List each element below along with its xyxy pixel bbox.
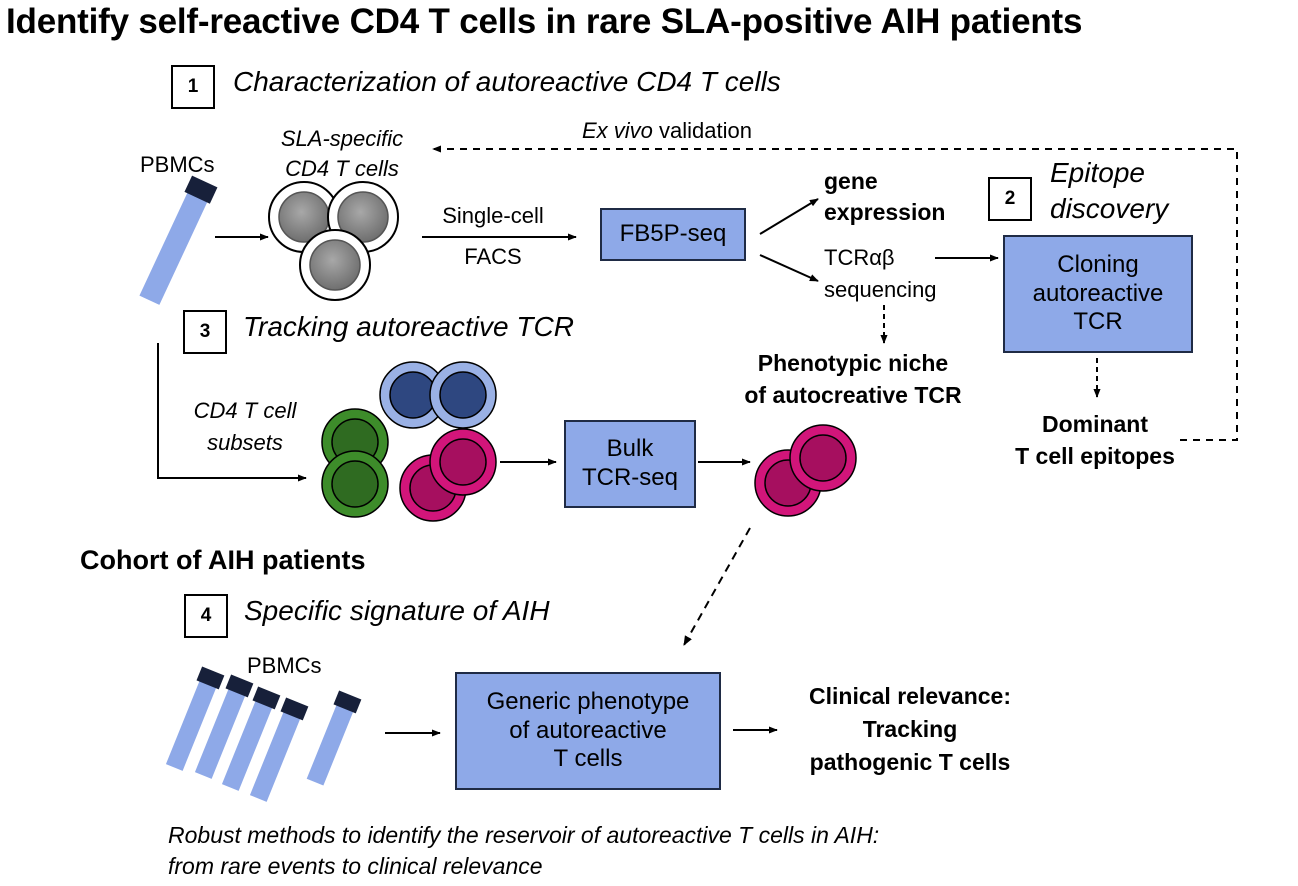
step-1-heading: Characterization of autoreactive CD4 T c… <box>233 66 781 97</box>
step-number-2: 2 <box>988 177 1032 221</box>
pbmcs-bottom-label: PBMCs <box>247 653 322 678</box>
gene-expression-line1: gene <box>824 168 878 194</box>
arrow-icon <box>157 343 307 482</box>
step-number-1: 1 <box>171 65 215 109</box>
test-tube-icon <box>221 686 281 791</box>
dominant-epitopes-line2: T cell epitopes <box>1015 443 1175 469</box>
tcr-sequencing-line1: TCRαβ <box>824 245 895 270</box>
test-tube-icon <box>165 666 225 771</box>
dashed-arrow-icon <box>432 145 1238 441</box>
cell-icon <box>321 408 389 518</box>
test-tube-icon <box>194 674 254 779</box>
phenotypic-niche-line2: of autocreative TCR <box>744 382 962 408</box>
bulk-line1: Bulk <box>606 435 654 463</box>
step-4-heading: Specific signature of AIH <box>244 595 550 626</box>
clinical-relevance-line1: Clinical relevance: <box>809 683 1011 709</box>
cloning-line1: Cloning <box>1057 250 1139 278</box>
generic-line1: Generic phenotype <box>486 687 690 715</box>
clinical-relevance-line2: Tracking <box>862 716 958 742</box>
test-tube-icon <box>139 175 218 305</box>
clinical-relevance-line3: pathogenic T cells <box>809 749 1011 775</box>
test-tube-icon <box>306 690 362 786</box>
arrow-icon <box>759 198 819 235</box>
step-2-heading-line1: Epitope <box>1050 157 1145 188</box>
ex-vivo-validation-label: Ex vivo validation <box>582 118 752 143</box>
cell-icon <box>399 428 497 522</box>
generic-line2: of autoreactive <box>509 716 667 744</box>
subsets-label-line1: CD4 T cell <box>193 398 297 423</box>
facs-label: FACS <box>464 244 522 269</box>
sla-specific-label-line1: SLA-specific <box>280 126 404 151</box>
cell-icon <box>379 361 497 429</box>
page-title: Identify self-reactive CD4 T cells in ra… <box>6 2 1083 41</box>
cloning-line3: TCR <box>1073 308 1123 336</box>
step-2-heading-line2: discovery <box>1050 193 1169 224</box>
cell-icon <box>754 424 857 517</box>
dominant-epitopes-line1: Dominant <box>1041 411 1149 437</box>
cell-icon <box>268 181 399 301</box>
phenotypic-niche-line1: Phenotypic niche <box>757 350 949 376</box>
dashed-arrow-icon <box>683 527 751 646</box>
ex-vivo-text: Ex vivo <box>582 118 653 143</box>
pbmcs-label: PBMCs <box>140 152 215 177</box>
subsets-label-line2: subsets <box>207 430 283 455</box>
test-tube-icon <box>249 697 309 802</box>
arrow-icon <box>759 254 819 282</box>
gene-expression-line2: expression <box>824 199 946 225</box>
generic-phenotype-box: Generic phenotype of autoreactive T cell… <box>455 672 721 790</box>
step-number-4: 4 <box>184 594 228 638</box>
footer-line2: from rare events to clinical relevance <box>168 853 543 879</box>
cloning-autoreactive-tcr-box: Cloning autoreactive TCR <box>1003 235 1193 353</box>
sla-specific-label-line2: CD4 T cells <box>285 156 399 181</box>
bulk-line2: TCR-seq <box>581 464 678 491</box>
cohort-heading: Cohort of AIH patients <box>80 545 366 575</box>
step-3-heading: Tracking autoreactive TCR <box>243 311 574 342</box>
tcr-sequencing-line2: sequencing <box>824 277 937 302</box>
step-number-3: 3 <box>183 310 227 354</box>
bulk-tcr-seq-box: Bulk TCR-seq <box>564 420 696 508</box>
fb5p-seq-box: FB5P-seq <box>600 208 746 261</box>
footer-line1: Robust methods to identify the reservoir… <box>168 822 880 848</box>
cloning-line2: autoreactive <box>1032 279 1164 307</box>
validation-text: validation <box>659 118 752 143</box>
single-cell-label: Single-cell <box>442 203 544 228</box>
generic-line3: T cells <box>553 745 623 773</box>
